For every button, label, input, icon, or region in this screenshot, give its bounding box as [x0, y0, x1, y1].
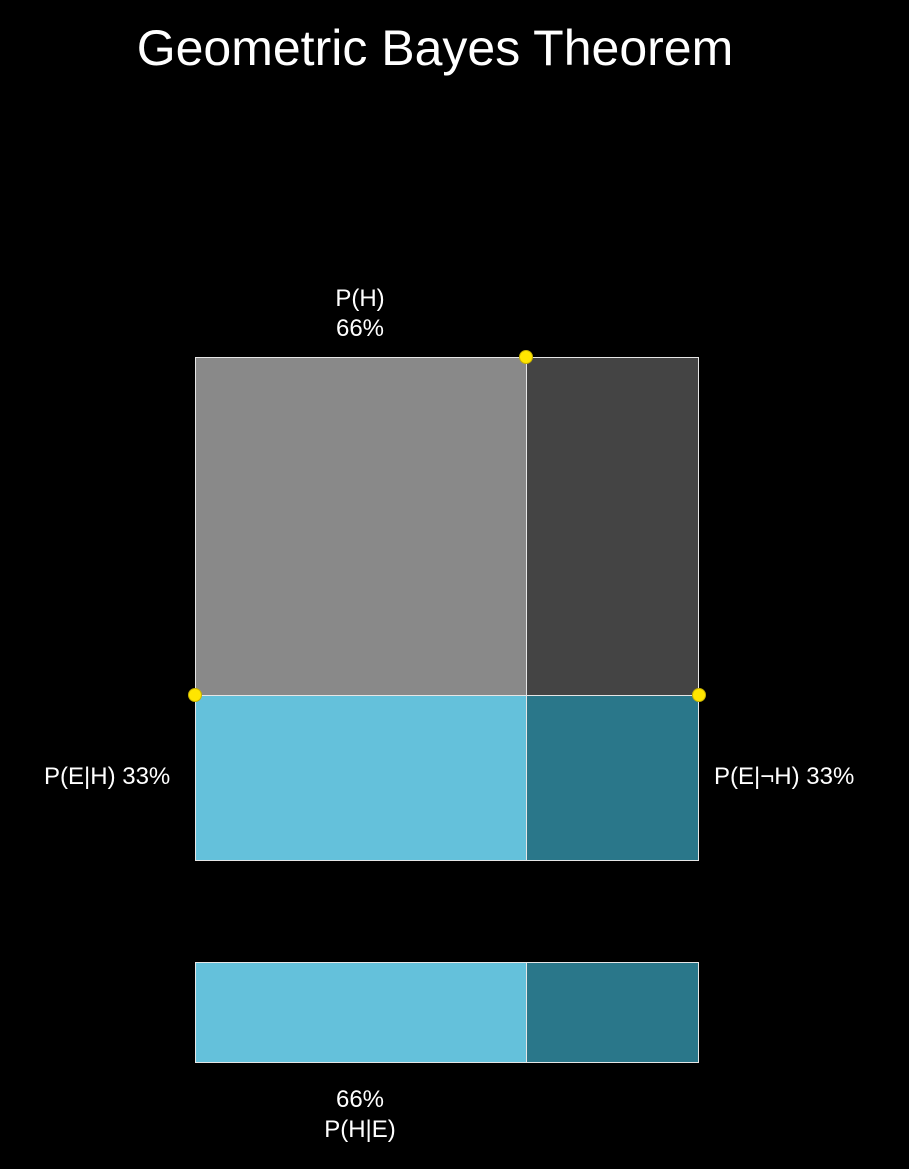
h-region — [195, 357, 527, 696]
page-title: Geometric Bayes Theorem — [136, 20, 734, 76]
posterior-h-segment — [195, 962, 527, 1063]
evidence-and-h-region — [195, 694, 527, 861]
likelihood-not-h-label: P(E|¬H) 33% — [714, 763, 855, 790]
posterior-name: P(H|E) — [324, 1116, 396, 1143]
evidence-and-not-h-region — [525, 694, 699, 861]
prior-value: 66% — [335, 315, 385, 342]
likelihood-h-label: P(E|H) 33% — [44, 763, 171, 790]
likelihood-not-h-drag-handle[interactable] — [692, 687, 706, 702]
likelihood-h-drag-handle[interactable] — [188, 687, 202, 702]
prior-label: P(H) 66% — [280, 284, 440, 344]
prior-name: P(H) — [335, 285, 385, 312]
posterior-label: 66% P(H|E) — [280, 1085, 440, 1145]
posterior-value: 66% — [335, 1086, 385, 1113]
prior-drag-handle[interactable] — [518, 350, 533, 364]
posterior-not-h-segment — [525, 962, 699, 1063]
not-h-region — [525, 357, 699, 696]
